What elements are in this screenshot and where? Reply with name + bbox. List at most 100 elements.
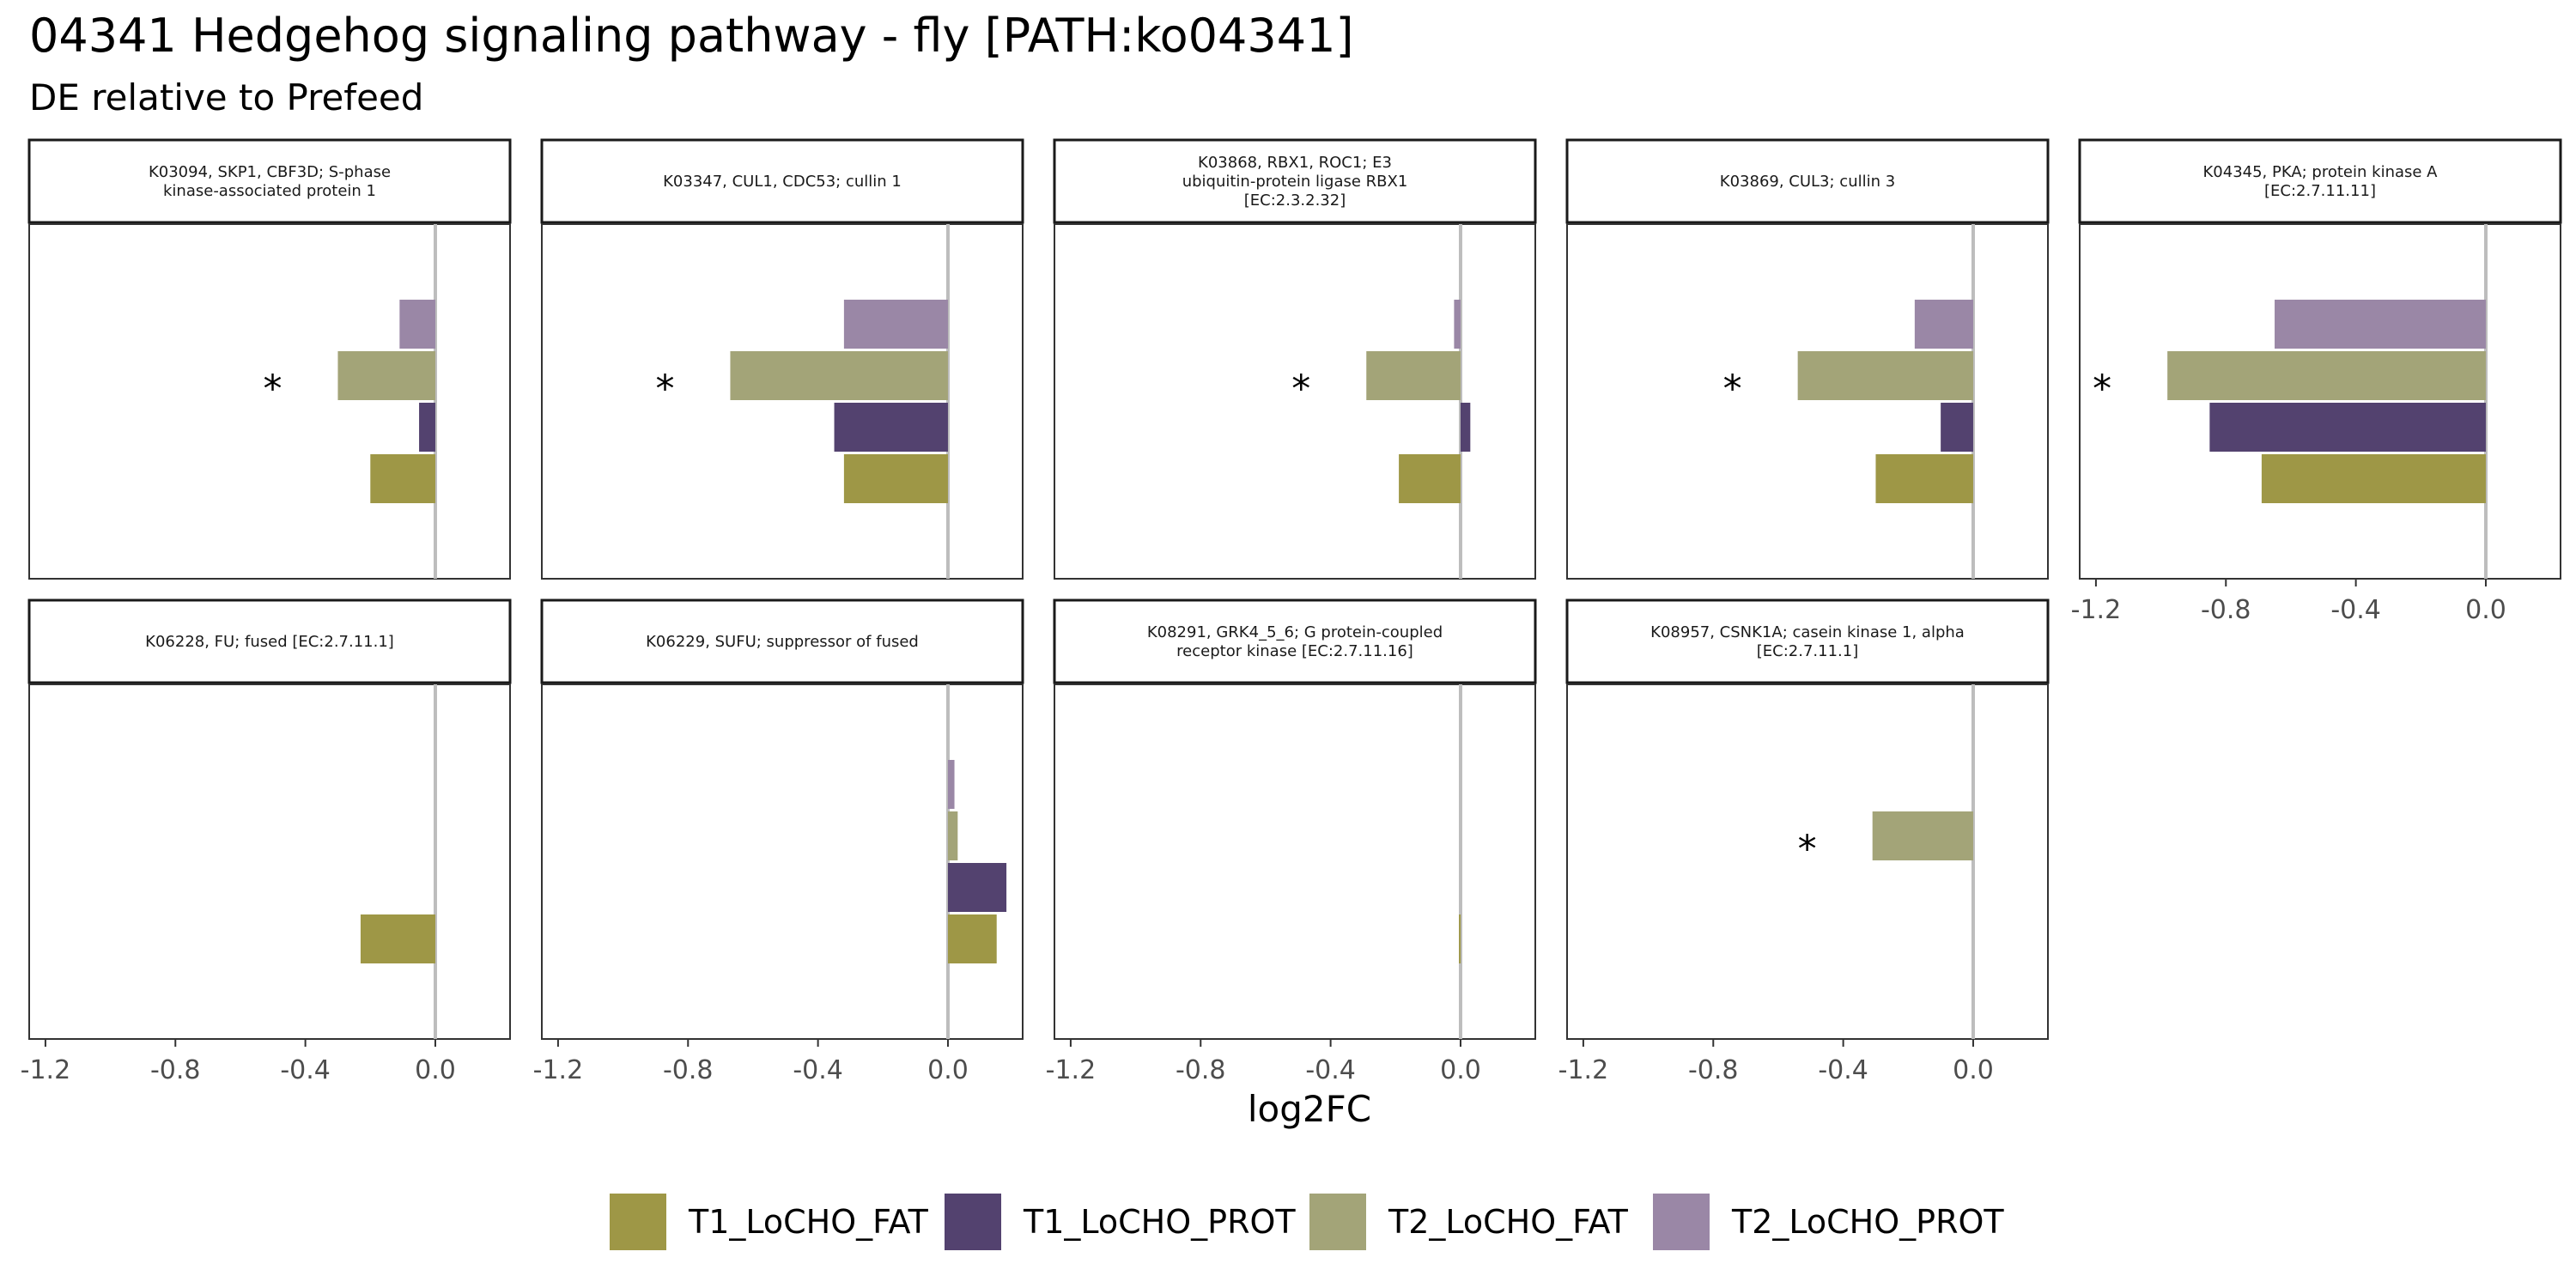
bar-t1-locho-prot [2209, 403, 2486, 452]
facet-panel: K04345, PKA; protein kinase A[EC:2.7.11.… [2071, 138, 2562, 625]
legend-label: T1_LoCHO_PROT [1023, 1203, 1296, 1241]
x-tick-label: 0.0 [2465, 595, 2506, 625]
x-tick-label: -0.4 [1305, 1055, 1356, 1085]
facet-strip [1053, 138, 1537, 224]
facet-panel: K08957, CSNK1A; casein kinase 1, alpha[E… [1558, 598, 2050, 1085]
facet-strip-label: [EC:2.3.2.32] [1244, 191, 1346, 210]
bar-t2-locho-prot [947, 760, 955, 809]
panel-frame [1566, 223, 2049, 580]
bar-t2-locho-fat [1872, 811, 1973, 860]
bar-t2-locho-fat [947, 811, 958, 860]
facet-panel: K03094, SKP1, CBF3D; S-phasekinase-assoc… [27, 138, 512, 580]
legend-item: T2_LoCHO_PROT [1653, 1194, 2004, 1250]
legend-label: T2_LoCHO_PROT [1731, 1203, 2004, 1241]
bar-t1-locho-fat [947, 914, 997, 963]
bar-t1-locho-fat [360, 914, 435, 963]
facet-panel: K03868, RBX1, ROC1; E3ubiquitin-protein … [1053, 138, 1537, 580]
facet-panel: K06228, FU; fused [EC:2.7.11.1] -1.2 -0.8 -… [21, 598, 512, 1085]
legend-item: T2_LoCHO_FAT [1309, 1194, 1629, 1250]
significance-marker: * [655, 368, 674, 411]
bar-t1-locho-fat [2261, 454, 2486, 503]
bar-t2-locho-fat [2167, 351, 2486, 400]
bar-t2-locho-prot [1914, 300, 1973, 349]
legend-swatch [1309, 1194, 1366, 1250]
legend-item: T1_LoCHO_PROT [945, 1194, 1296, 1250]
facet-strip [27, 138, 512, 224]
legend-label: T1_LoCHO_FAT [688, 1203, 929, 1241]
panel-frame [28, 683, 511, 1040]
significance-marker: * [2093, 368, 2111, 411]
x-tick-label: -0.4 [2330, 595, 2381, 625]
bar-t2-locho-prot [2275, 300, 2486, 349]
bar-t1-locho-prot [1941, 403, 1973, 452]
facet-strip-label: K03094, SKP1, CBF3D; S-phase [149, 163, 391, 181]
panel-frame [2079, 223, 2561, 580]
bar-t2-locho-fat [730, 351, 948, 400]
x-tick-label: -0.8 [150, 1055, 201, 1085]
panel-frame [1054, 683, 1536, 1040]
x-tick-label: -0.4 [793, 1055, 843, 1085]
x-tick-label: -1.2 [1558, 1055, 1609, 1085]
facet-strip-label: receptor kinase [EC:2.7.11.16] [1176, 642, 1413, 660]
bar-t1-locho-prot [1460, 403, 1471, 452]
facet-strip-label: ubiquitin-protein ligase RBX1 [1182, 173, 1408, 191]
bar-t1-locho-fat [370, 454, 435, 503]
significance-marker: * [263, 368, 282, 411]
facet-strip-label: [EC:2.7.11.11] [2264, 182, 2376, 200]
legend-swatch [945, 1194, 1001, 1250]
facet-strip-label: K08291, GRK4_5_6; G protein-coupled [1147, 623, 1443, 641]
facet-strip-label: K03868, RBX1, ROC1; E3 [1198, 154, 1392, 172]
x-tick-label: -0.4 [1818, 1055, 1868, 1085]
x-tick-label: -0.8 [1688, 1055, 1739, 1085]
legend-label: T2_LoCHO_FAT [1388, 1203, 1629, 1241]
panel-frame [541, 683, 1024, 1040]
x-tick-label: 0.0 [415, 1055, 456, 1085]
bar-t1-locho-fat [1399, 454, 1461, 503]
chart-title: 04341 Hedgehog signaling pathway - fly [… [29, 9, 1354, 63]
x-tick-label: -1.2 [2071, 595, 2122, 625]
x-tick-label: -0.8 [663, 1055, 714, 1085]
bar-t1-locho-prot [419, 403, 435, 452]
significance-marker: * [1291, 368, 1310, 411]
bar-t2-locho-fat [337, 351, 435, 400]
bar-t1-locho-prot [834, 403, 948, 452]
bar-t2-locho-fat [1366, 351, 1461, 400]
legend-item: T1_LoCHO_FAT [610, 1194, 929, 1250]
facet-strip-label: K03869, CUL3; cullin 3 [1720, 173, 1895, 191]
x-tick-label: -1.2 [21, 1055, 71, 1085]
facet-panel: K08291, GRK4_5_6; G protein-coupledrecep… [1046, 598, 1537, 1085]
facet-panels: K03094, SKP1, CBF3D; S-phasekinase-assoc… [21, 138, 2562, 1085]
bar-t2-locho-prot [399, 300, 435, 349]
x-tick-label: 0.0 [1953, 1055, 1994, 1085]
facet-strip-label: K03347, CUL1, CDC53; cullin 1 [663, 173, 902, 191]
facet-strip-label: K06228, FU; fused [EC:2.7.11.1] [145, 633, 394, 651]
facet-strip-label: [EC:2.7.11.1] [1757, 642, 1858, 660]
panel-frame [1566, 683, 2049, 1040]
x-tick-label: 0.0 [1440, 1055, 1481, 1085]
significance-marker: * [1723, 368, 1742, 411]
chart-subtitle: DE relative to Prefeed [29, 76, 423, 118]
x-axis-label: log2FC [1248, 1088, 1371, 1130]
facet-strip [1565, 138, 2050, 224]
panel-frame [1054, 223, 1536, 580]
bar-t2-locho-prot [843, 300, 948, 349]
panel-frame [541, 223, 1024, 580]
bar-t2-locho-prot [1454, 300, 1461, 349]
panel-frame [28, 223, 511, 580]
significance-marker: * [1798, 828, 1817, 872]
facet-panel: K03347, CUL1, CDC53; cullin 1 * [540, 138, 1024, 580]
facet-strip-label: kinase-associated protein 1 [163, 182, 376, 200]
legend-swatch [1653, 1194, 1710, 1250]
x-tick-label: -0.8 [2201, 595, 2251, 625]
facet-strip [1053, 598, 1537, 684]
bar-t1-locho-fat [843, 454, 948, 503]
x-tick-label: -1.2 [533, 1055, 584, 1085]
facet-strip [540, 138, 1024, 224]
legend-swatch [610, 1194, 666, 1250]
bar-t1-locho-fat [1875, 454, 1973, 503]
facet-panel: K06229, SUFU; suppressor of fused -1.2 -0.… [533, 598, 1024, 1085]
x-tick-label: -0.8 [1176, 1055, 1226, 1085]
facet-strip [1565, 598, 2050, 684]
facet-panel: K03869, CUL3; cullin 3 * [1565, 138, 2050, 580]
